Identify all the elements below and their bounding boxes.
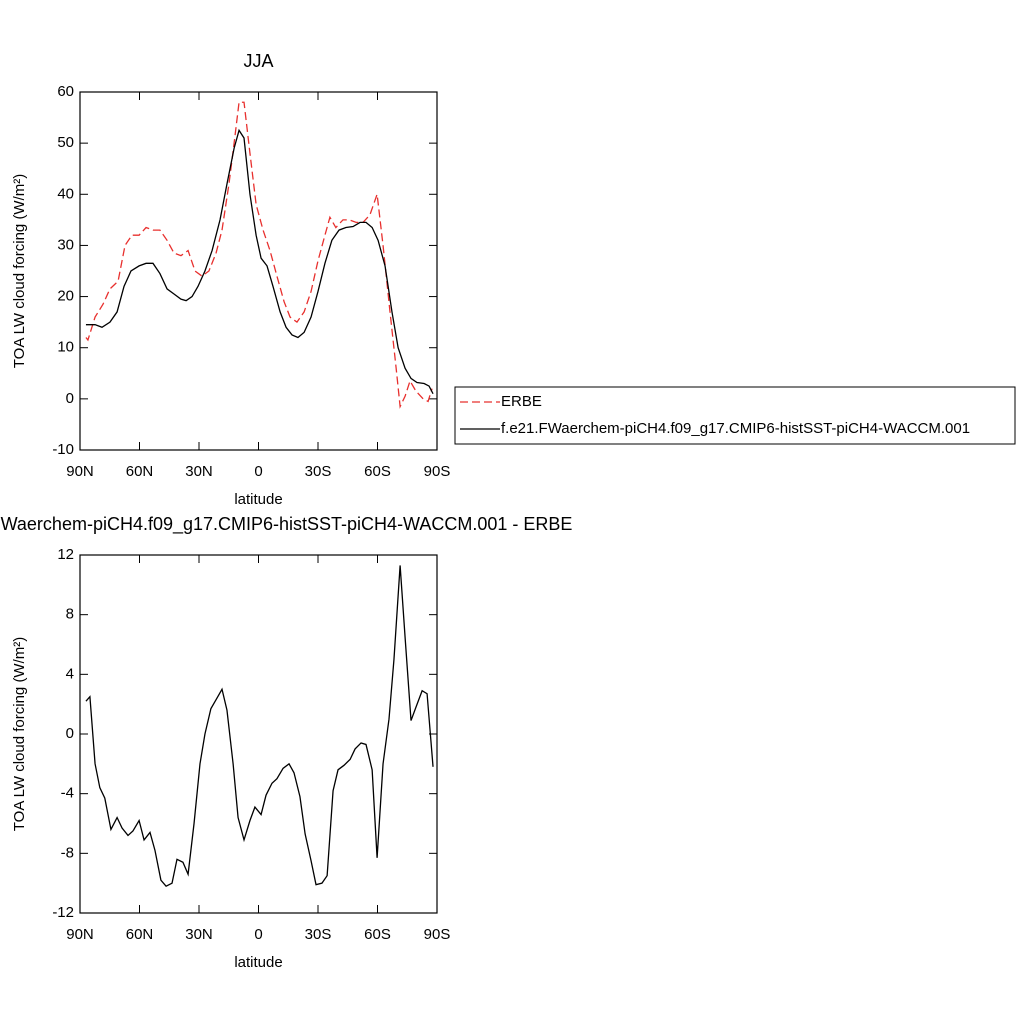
legend-box bbox=[454, 386, 1016, 445]
y-tick-label: -4 bbox=[61, 785, 74, 802]
y-axis-label: TOA LW cloud forcing (W/m²) bbox=[11, 637, 28, 831]
x-tick-label: 60N bbox=[126, 926, 154, 943]
x-tick-label: 90S bbox=[424, 926, 451, 943]
x-tick-label: 90N bbox=[66, 926, 94, 943]
x-tick-label: 90N bbox=[66, 463, 94, 480]
y-axis-label: TOA LW cloud forcing (W/m²) bbox=[11, 174, 28, 368]
y-tick-label: 10 bbox=[57, 339, 74, 356]
chart-title: JJA bbox=[243, 51, 273, 71]
x-axis-label: latitude bbox=[234, 491, 282, 508]
y-tick-label: -12 bbox=[52, 904, 74, 921]
y-tick-label: 8 bbox=[66, 606, 74, 623]
data-line bbox=[85, 101, 433, 409]
y-tick-label: 20 bbox=[57, 288, 74, 305]
plot-frame bbox=[79, 554, 438, 914]
chart-title: f.e21.FWaerchem-piCH4.f09_g17.CMIP6-hist… bbox=[0, 514, 572, 535]
y-tick-label: 40 bbox=[57, 185, 74, 202]
plot-frame bbox=[79, 91, 438, 451]
y-tick-label: 30 bbox=[57, 236, 74, 253]
data-line bbox=[85, 128, 434, 395]
x-axis-label: latitude bbox=[234, 954, 282, 971]
x-tick-label: 30S bbox=[305, 463, 332, 480]
y-tick-label: 0 bbox=[66, 390, 74, 407]
x-tick-label: 0 bbox=[254, 926, 262, 943]
x-tick-label: 30N bbox=[185, 463, 213, 480]
x-tick-label: 90S bbox=[424, 463, 451, 480]
y-tick-label: 4 bbox=[66, 665, 74, 682]
x-tick-label: 30S bbox=[305, 926, 332, 943]
y-tick-label: 60 bbox=[57, 83, 74, 100]
x-tick-label: 60S bbox=[364, 926, 391, 943]
y-tick-label: -10 bbox=[52, 441, 74, 458]
legend-label: f.e21.FWaerchem-piCH4.f09_g17.CMIP6-hist… bbox=[501, 420, 970, 437]
y-tick-label: 12 bbox=[57, 546, 74, 563]
data-line bbox=[85, 565, 434, 887]
legend-label: ERBE bbox=[501, 393, 542, 410]
y-tick-label: 0 bbox=[66, 725, 74, 742]
y-tick-label: 50 bbox=[57, 134, 74, 151]
y-tick-label: -8 bbox=[61, 844, 74, 861]
x-tick-label: 60N bbox=[126, 463, 154, 480]
x-tick-label: 30N bbox=[185, 926, 213, 943]
x-tick-label: 0 bbox=[254, 463, 262, 480]
x-tick-label: 60S bbox=[364, 463, 391, 480]
